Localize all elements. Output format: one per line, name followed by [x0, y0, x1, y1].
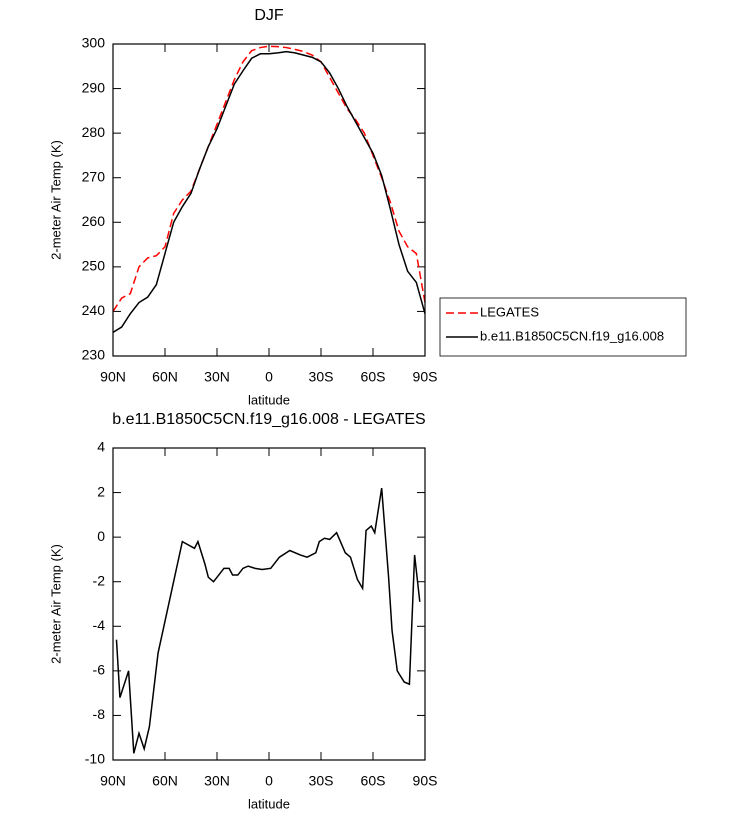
- data-line: [115, 487, 421, 754]
- x-tick-label: 60S: [361, 369, 386, 385]
- y-tick-label: 270: [82, 168, 106, 184]
- x-tick-label: 90S: [413, 773, 438, 789]
- chart-title: DJF: [254, 7, 284, 24]
- y-tick-label: 2: [97, 483, 105, 499]
- x-tick-label: 30S: [309, 773, 334, 789]
- y-tick-label: 0: [97, 528, 105, 544]
- data-line: [112, 45, 426, 312]
- y-tick-label: -2: [93, 572, 106, 588]
- x-axis-label: latitude: [248, 796, 290, 811]
- plot-frame: [112, 43, 426, 357]
- y-tick-label: -4: [93, 617, 106, 633]
- y-axis-label: 2-meter Air Temp (K): [48, 140, 63, 260]
- x-tick-label: 90N: [100, 773, 126, 789]
- x-tick-label: 90S: [413, 369, 438, 385]
- x-tick-label: 30N: [204, 369, 230, 385]
- y-tick-label: -10: [85, 751, 105, 767]
- x-tick-label: 30S: [309, 369, 334, 385]
- chart-title: b.e11.B1850C5CN.f19_g16.008 - LEGATES: [112, 411, 425, 428]
- x-tick-label: 60N: [152, 773, 178, 789]
- y-tick-label: -6: [93, 662, 106, 678]
- y-tick-label: 230: [82, 347, 106, 363]
- y-tick-label: 300: [82, 35, 106, 51]
- y-tick-label: 280: [82, 124, 106, 140]
- y-tick-label: 260: [82, 213, 106, 229]
- y-tick-label: 290: [82, 79, 106, 95]
- y-tick-label: 4: [97, 439, 105, 455]
- legend-box: [439, 297, 687, 357]
- y-tick-label: -8: [93, 706, 106, 722]
- data-line: [112, 50, 426, 334]
- y-axis-label: 2-meter Air Temp (K): [48, 544, 63, 664]
- y-tick-label: 240: [82, 302, 106, 318]
- x-tick-label: 90N: [100, 369, 126, 385]
- y-tick-label: 250: [82, 258, 106, 274]
- x-tick-label: 60S: [361, 773, 386, 789]
- legend-label: LEGATES: [480, 304, 539, 319]
- x-tick-label: 0: [265, 773, 273, 789]
- x-axis-label: latitude: [248, 392, 290, 407]
- plot-frame: [112, 447, 426, 761]
- legend-label: b.e11.B1850C5CN.f19_g16.008: [480, 328, 664, 343]
- x-tick-label: 60N: [152, 369, 178, 385]
- x-tick-label: 0: [265, 369, 273, 385]
- x-tick-label: 30N: [204, 773, 230, 789]
